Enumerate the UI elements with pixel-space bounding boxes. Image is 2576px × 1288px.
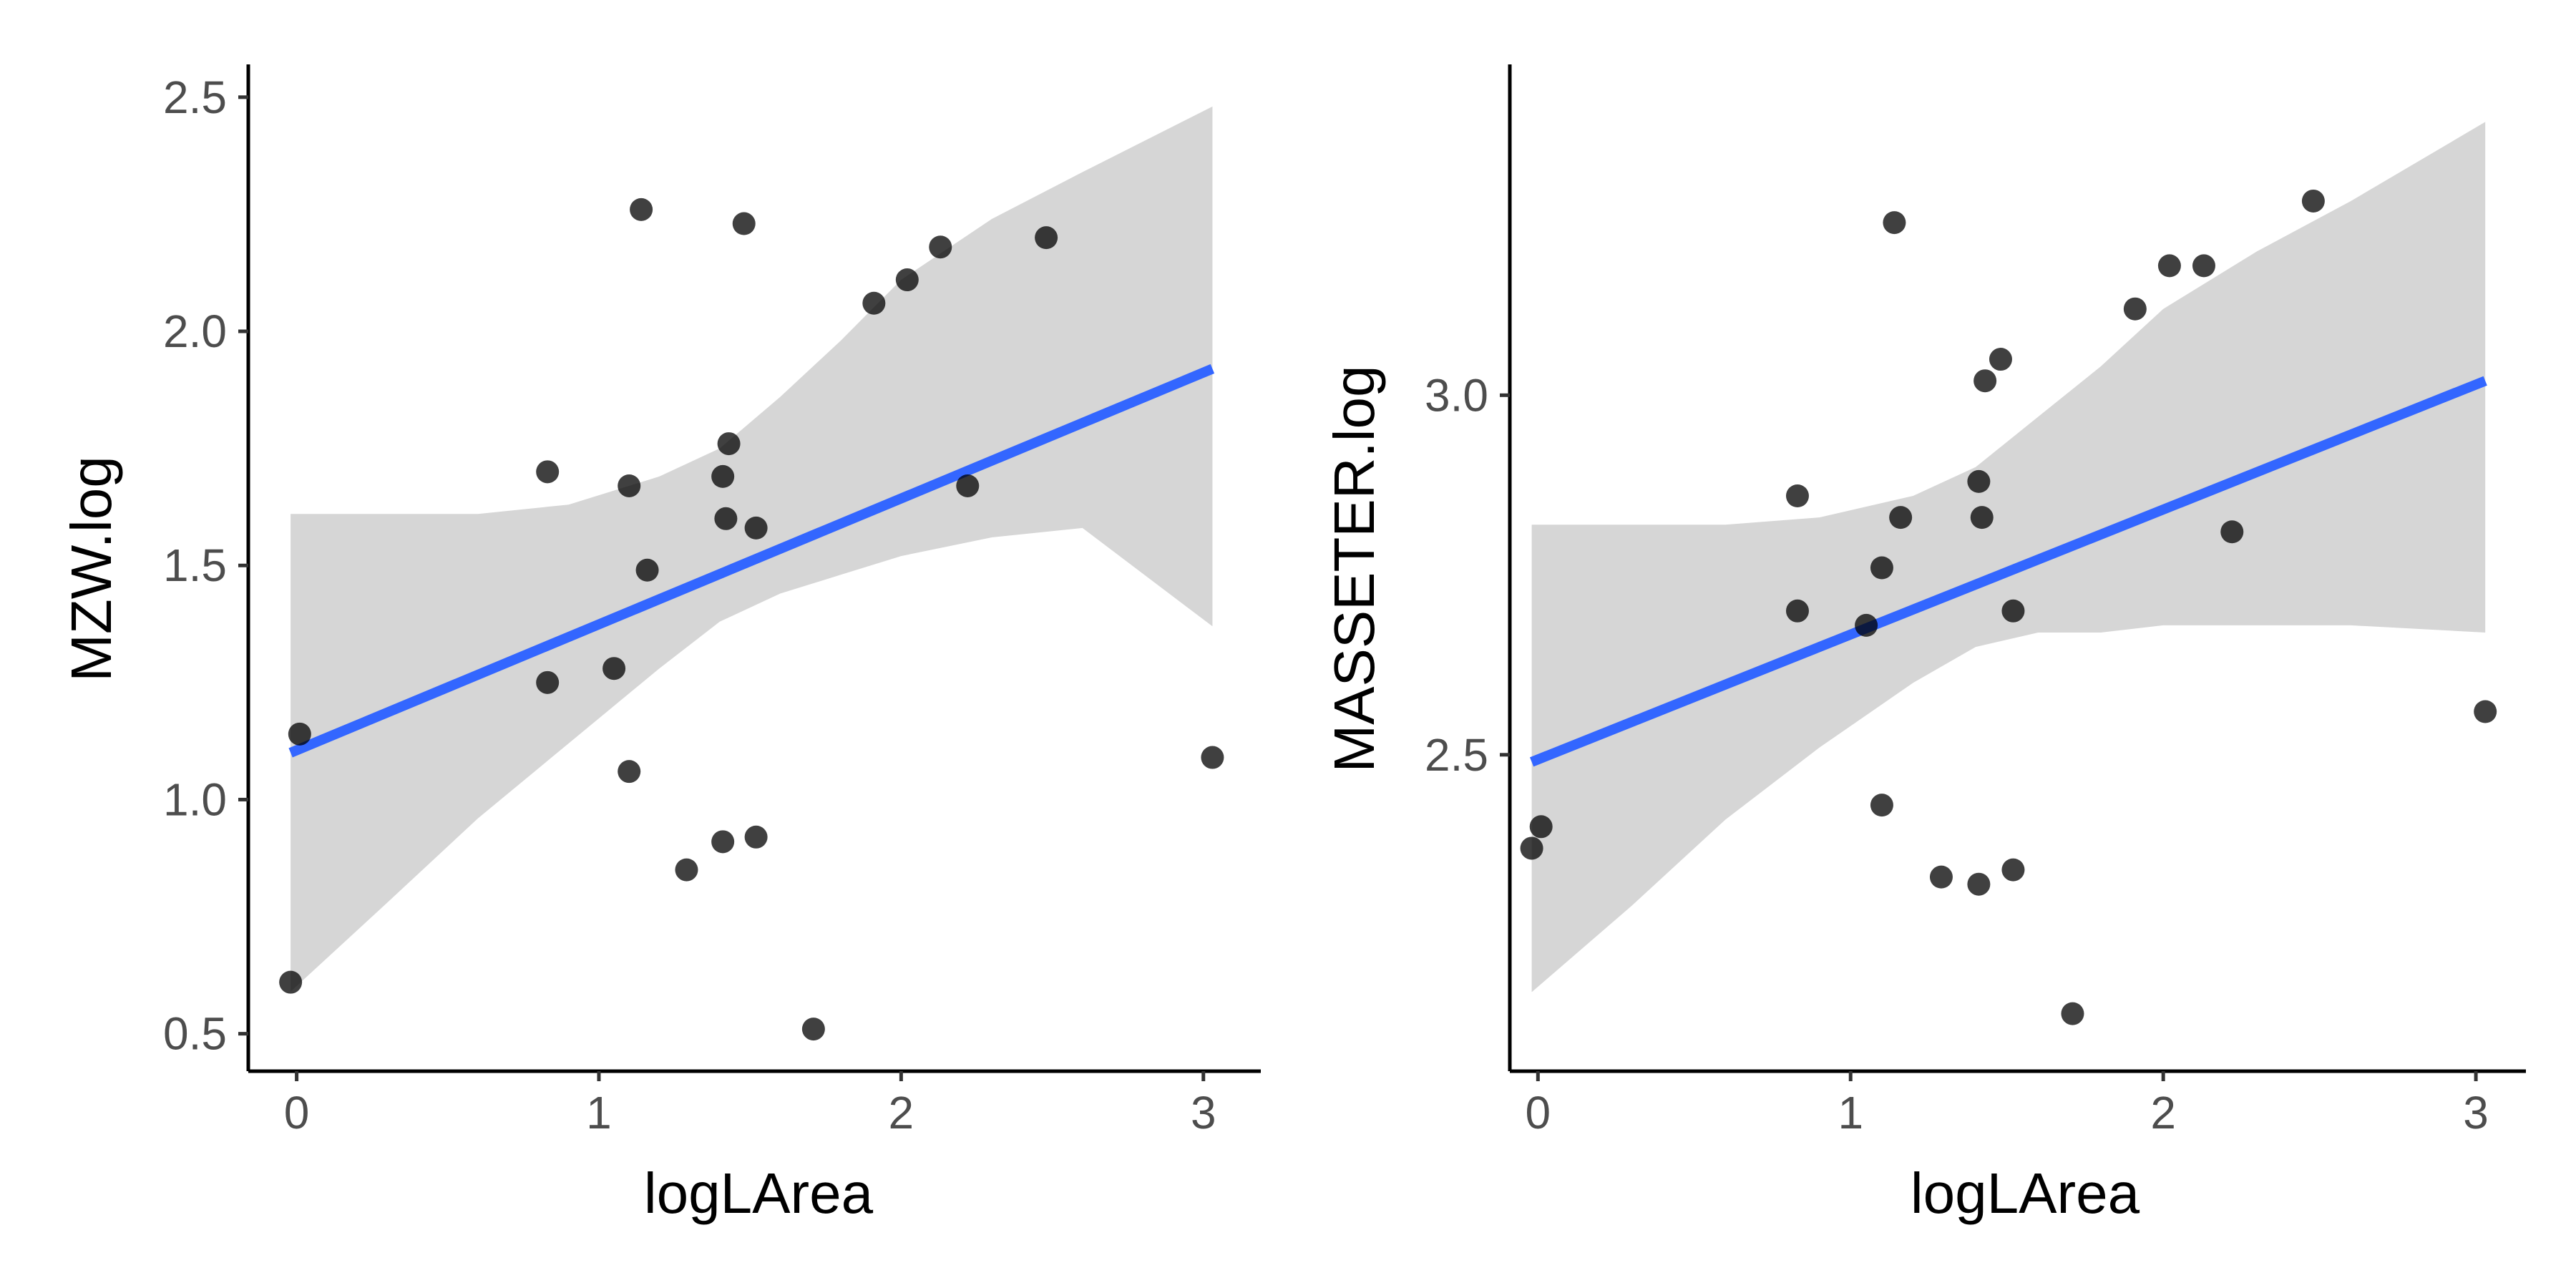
x-tick-label: 1 <box>1838 1087 1863 1138</box>
data-point <box>2301 189 2325 213</box>
data-point <box>1870 556 1893 580</box>
data-point <box>1035 226 1058 250</box>
data-point <box>1855 613 1878 637</box>
data-point <box>635 558 659 582</box>
x-tick-label: 2 <box>2150 1087 2176 1138</box>
x-tick-label: 3 <box>2463 1087 2489 1138</box>
data-point <box>714 507 738 530</box>
data-point <box>2157 254 2181 278</box>
data-point <box>1929 865 1953 889</box>
data-point <box>1520 836 1543 860</box>
data-point <box>711 830 735 854</box>
data-point <box>2474 700 2497 723</box>
data-point <box>630 197 653 221</box>
data-point <box>2001 858 2025 882</box>
x-tick-label: 1 <box>586 1087 612 1138</box>
data-point <box>744 825 768 849</box>
data-point <box>956 474 980 497</box>
data-point <box>1967 469 1991 493</box>
data-point <box>288 722 311 746</box>
data-point <box>602 657 626 680</box>
y-tick-label: 0.5 <box>163 1008 227 1060</box>
x-tick-label: 3 <box>1191 1087 1216 1138</box>
confidence-band <box>1531 122 2486 992</box>
data-point <box>1870 794 1893 817</box>
data-point <box>2192 254 2215 278</box>
confidence-band <box>291 106 1213 992</box>
data-point <box>618 760 641 784</box>
data-point <box>1967 872 1991 896</box>
data-point <box>1974 369 1997 393</box>
data-point <box>2220 520 2244 544</box>
x-tick-label: 0 <box>1526 1087 1551 1138</box>
y-tick-label: 1.0 <box>163 774 227 825</box>
x-axis-title: logLArea <box>1911 1161 2140 1225</box>
y-tick-label: 1.5 <box>163 540 227 591</box>
data-point <box>732 212 756 235</box>
data-point <box>618 474 641 497</box>
y-tick-label: 2.5 <box>163 72 227 123</box>
panel-masseter: 0 1 2 3 2.5 3.0 logLArea MASSETER.log <box>1322 64 2526 1225</box>
y-axis-title: MASSETER.log <box>1322 365 1386 772</box>
y-tick-label: 2.5 <box>1425 729 1488 781</box>
data-point <box>1201 746 1224 769</box>
data-point <box>711 464 735 488</box>
data-point <box>2061 1002 2084 1025</box>
data-point <box>2123 297 2147 321</box>
data-point <box>929 235 952 259</box>
fit-line <box>288 364 1215 758</box>
data-point <box>1989 348 2012 371</box>
data-point <box>279 970 303 994</box>
data-point <box>536 670 560 694</box>
data-point <box>1785 484 1809 507</box>
data-point <box>801 1018 825 1041</box>
data-point <box>536 460 560 484</box>
y-tick-label: 3.0 <box>1425 369 1488 421</box>
data-point <box>717 432 741 456</box>
data-point <box>862 291 886 315</box>
data-point <box>1889 506 1913 530</box>
panel-mzw: 0 1 2 3 0.5 1.0 1.5 2.0 2.5 logLArea MZW.log <box>59 64 1261 1225</box>
fit-line <box>1529 376 2487 767</box>
x-tick-label: 0 <box>284 1087 310 1138</box>
data-point <box>744 516 768 540</box>
data-point <box>1529 815 1553 839</box>
data-point <box>895 268 919 292</box>
y-tick-label: 2.0 <box>163 306 227 357</box>
data-point <box>1785 599 1809 623</box>
data-point <box>1883 211 1906 235</box>
y-axis-title: MZW.log <box>59 456 123 682</box>
data-point <box>1970 506 1994 530</box>
data-point <box>675 858 698 882</box>
x-tick-label: 2 <box>889 1087 914 1138</box>
x-axis-title: logLArea <box>644 1161 874 1225</box>
data-point <box>2001 599 2025 623</box>
